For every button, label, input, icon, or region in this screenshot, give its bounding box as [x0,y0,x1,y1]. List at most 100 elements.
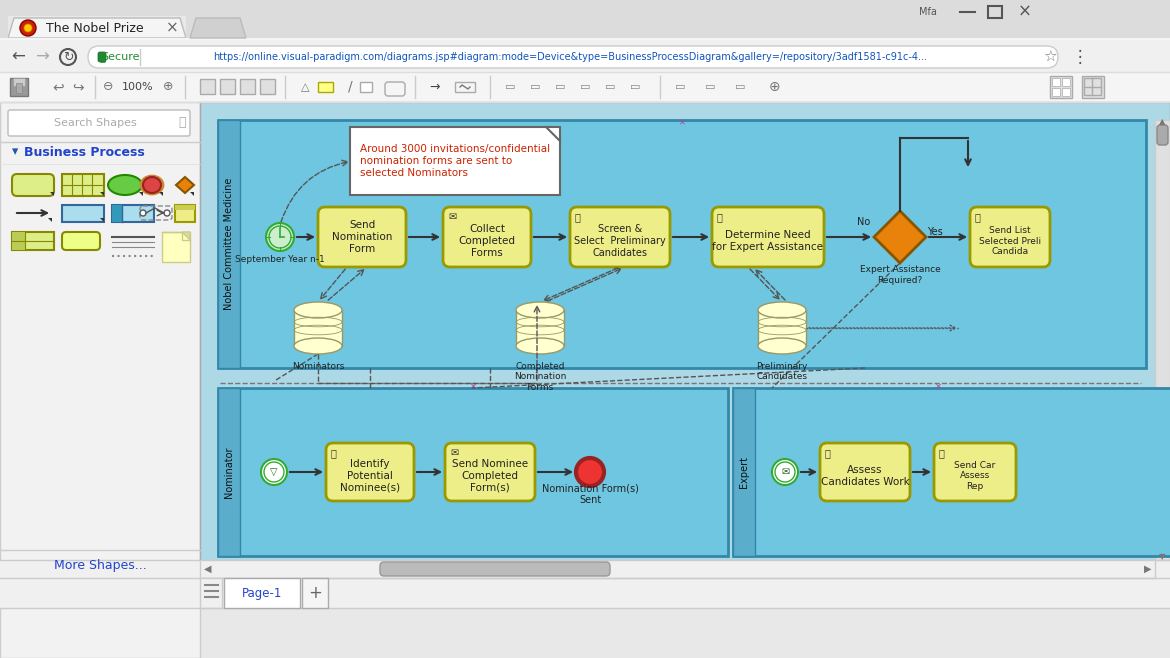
Text: Assess
Candidates Work: Assess Candidates Work [820,465,909,487]
Text: ▭: ▭ [629,82,640,92]
Circle shape [25,24,32,32]
Polygon shape [48,218,51,222]
FancyBboxPatch shape [934,443,1016,501]
Text: ⊕: ⊕ [163,80,173,93]
Text: Nominator: Nominator [223,446,234,497]
Bar [62,174,104,196]
Bar [200,560,1155,578]
Text: 📋: 📋 [940,448,945,458]
Bar [176,205,195,210]
Polygon shape [176,177,194,193]
Bar [218,120,1145,368]
Circle shape [140,210,146,216]
Text: Collect
Completed
Forms: Collect Completed Forms [459,224,516,257]
Circle shape [266,223,294,251]
Circle shape [164,210,170,216]
Text: 🔒: 🔒 [99,52,105,62]
Text: 👤: 👤 [717,212,723,222]
Polygon shape [159,192,163,196]
Ellipse shape [758,338,806,354]
Text: Business Process: Business Process [25,145,145,159]
Text: ▲: ▲ [1158,118,1165,126]
Text: ▭: ▭ [704,82,715,92]
Text: ✕: ✕ [469,382,476,390]
Bar [732,388,755,556]
Text: 👤: 👤 [825,448,831,458]
Bar [16,83,22,93]
Bar [12,232,25,250]
Text: 📋: 📋 [975,212,980,222]
FancyBboxPatch shape [713,207,824,267]
Text: →: → [35,48,49,66]
Bar [1062,78,1071,86]
Polygon shape [190,18,246,38]
Polygon shape [874,211,925,263]
Bar [1062,88,1071,96]
Text: ☆: ☆ [1044,49,1057,64]
Text: ⋮: ⋮ [1072,48,1088,66]
Bar [0,0,1170,16]
Text: ✕: ✕ [679,118,686,126]
Bar [1083,78,1101,95]
FancyBboxPatch shape [1157,125,1168,145]
Bar [223,578,300,608]
FancyBboxPatch shape [62,232,99,250]
Bar [0,560,1170,588]
Ellipse shape [516,302,564,318]
Text: ×: × [166,20,178,36]
Polygon shape [50,192,54,196]
FancyBboxPatch shape [88,46,1058,68]
Ellipse shape [758,302,806,318]
Text: ✕: ✕ [935,382,942,390]
Ellipse shape [143,177,161,193]
Bar [161,232,190,262]
Text: ▶: ▶ [1144,564,1151,574]
Ellipse shape [108,175,142,195]
Text: /: / [347,80,352,94]
Text: Send
Nomination
Form: Send Nomination Form [332,220,392,253]
Bar [1155,120,1170,560]
Text: ✉: ✉ [448,212,456,222]
Bar [302,578,328,608]
Bar [240,79,255,94]
Polygon shape [99,218,104,222]
Text: ⊕: ⊕ [769,80,780,94]
Text: September Year n-1: September Year n-1 [235,255,325,263]
Text: Page-1: Page-1 [242,586,282,599]
Text: Completed
Nomination
Forms: Completed Nomination Forms [514,362,566,392]
Text: Screen &
Select  Preliminary
Candidates: Screen & Select Preliminary Candidates [574,224,666,257]
Bar [12,232,54,250]
Text: ×: × [1018,3,1032,21]
Text: ✉: ✉ [780,467,789,477]
FancyBboxPatch shape [443,207,531,267]
Bar [732,388,1170,556]
Text: 👤: 👤 [574,212,580,222]
Bar [1049,76,1072,98]
Text: Send List
Selected Preli
Candida: Send List Selected Preli Candida [979,226,1041,256]
Polygon shape [99,192,104,196]
Text: →: → [429,80,440,93]
Bar [186,16,1170,38]
Bar [758,310,806,346]
Ellipse shape [516,338,564,354]
Text: ⊖: ⊖ [103,80,113,93]
Text: Expert Assistance
Required?: Expert Assistance Required? [860,265,941,285]
Polygon shape [183,232,190,240]
FancyBboxPatch shape [98,52,106,62]
Bar [218,388,728,556]
Ellipse shape [294,338,342,354]
Text: Around 3000 invitations/confidential
nomination forms are sent to
selected Nomin: Around 3000 invitations/confidential nom… [360,144,550,178]
Bar [260,79,275,94]
Ellipse shape [142,176,163,194]
Bar [350,127,560,195]
Polygon shape [139,192,143,196]
Bar [200,79,215,94]
Text: ↪: ↪ [73,80,84,94]
Ellipse shape [294,302,342,318]
Text: Send Car
Assess
Rep: Send Car Assess Rep [955,461,996,491]
Circle shape [20,20,36,36]
Text: Send Nominee
Completed
Form(s): Send Nominee Completed Form(s) [452,459,528,493]
Text: ←: ← [11,48,25,66]
Bar [516,310,564,346]
Text: Nomination Form(s)
Sent: Nomination Form(s) Sent [542,483,639,505]
